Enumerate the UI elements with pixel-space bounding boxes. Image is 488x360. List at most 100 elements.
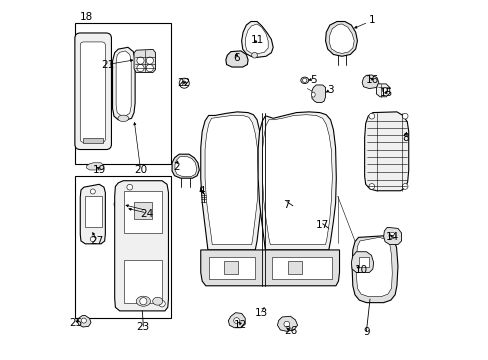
Bar xyxy=(124,191,162,233)
Text: 4: 4 xyxy=(198,186,204,197)
Polygon shape xyxy=(262,115,332,244)
Circle shape xyxy=(126,184,132,190)
Text: 16: 16 xyxy=(366,75,379,85)
Circle shape xyxy=(140,298,147,305)
Circle shape xyxy=(402,113,407,119)
Polygon shape xyxy=(77,316,91,327)
Circle shape xyxy=(284,321,289,327)
Polygon shape xyxy=(311,85,325,103)
Circle shape xyxy=(368,184,374,189)
Text: 2: 2 xyxy=(173,162,179,172)
Text: 17: 17 xyxy=(315,220,328,230)
Polygon shape xyxy=(225,51,247,67)
Text: 7: 7 xyxy=(283,200,289,210)
Polygon shape xyxy=(376,84,389,97)
Polygon shape xyxy=(328,24,353,53)
Text: 8: 8 xyxy=(402,133,408,143)
Text: 22: 22 xyxy=(177,78,190,88)
Bar xyxy=(272,257,331,279)
Circle shape xyxy=(382,88,387,93)
Text: 13: 13 xyxy=(255,308,268,318)
Circle shape xyxy=(251,52,257,58)
Ellipse shape xyxy=(311,92,314,97)
Polygon shape xyxy=(116,51,131,116)
FancyBboxPatch shape xyxy=(75,33,111,149)
Polygon shape xyxy=(134,49,155,72)
Circle shape xyxy=(146,64,153,72)
Text: 9: 9 xyxy=(363,327,369,337)
Text: 26: 26 xyxy=(283,326,296,336)
Polygon shape xyxy=(362,75,378,89)
Text: 27: 27 xyxy=(90,236,103,246)
Polygon shape xyxy=(201,112,262,250)
Ellipse shape xyxy=(200,185,206,193)
Text: 12: 12 xyxy=(234,320,247,330)
Polygon shape xyxy=(364,112,408,191)
Polygon shape xyxy=(172,154,199,178)
Polygon shape xyxy=(325,22,357,56)
Polygon shape xyxy=(80,184,105,244)
Ellipse shape xyxy=(152,297,163,305)
Polygon shape xyxy=(356,237,391,297)
Bar xyxy=(208,257,255,279)
Circle shape xyxy=(81,318,86,323)
Bar xyxy=(124,260,162,303)
Bar xyxy=(75,176,171,318)
Polygon shape xyxy=(258,112,336,250)
Text: 3: 3 xyxy=(326,85,333,95)
Polygon shape xyxy=(383,227,401,244)
Polygon shape xyxy=(201,250,339,286)
Polygon shape xyxy=(115,181,168,311)
Ellipse shape xyxy=(118,115,128,122)
Text: 21: 21 xyxy=(101,60,114,70)
Polygon shape xyxy=(86,163,104,170)
Ellipse shape xyxy=(300,77,308,84)
Circle shape xyxy=(114,200,122,209)
Text: 18: 18 xyxy=(80,12,93,22)
Text: 20: 20 xyxy=(134,165,147,175)
Text: 23: 23 xyxy=(137,322,150,332)
Text: 11: 11 xyxy=(250,35,263,45)
Circle shape xyxy=(302,78,306,82)
Circle shape xyxy=(137,57,144,64)
Polygon shape xyxy=(204,116,258,244)
Bar xyxy=(358,257,368,267)
Polygon shape xyxy=(277,316,297,331)
Text: 25: 25 xyxy=(69,319,82,328)
Text: 5: 5 xyxy=(309,75,316,85)
Polygon shape xyxy=(351,252,373,273)
Circle shape xyxy=(388,232,395,239)
Polygon shape xyxy=(244,24,267,54)
Circle shape xyxy=(402,184,407,189)
Bar xyxy=(134,202,152,220)
Text: 15: 15 xyxy=(379,88,392,98)
Circle shape xyxy=(159,301,165,307)
Circle shape xyxy=(122,206,128,213)
Circle shape xyxy=(90,237,95,242)
FancyBboxPatch shape xyxy=(80,42,105,142)
Polygon shape xyxy=(175,156,196,176)
Text: 1: 1 xyxy=(368,15,374,26)
Circle shape xyxy=(182,81,186,85)
Polygon shape xyxy=(351,235,397,303)
Circle shape xyxy=(146,57,153,64)
Circle shape xyxy=(179,78,189,88)
Bar xyxy=(75,23,171,164)
Ellipse shape xyxy=(136,296,150,306)
Text: 14: 14 xyxy=(385,232,398,242)
Polygon shape xyxy=(112,47,135,120)
Circle shape xyxy=(90,189,95,194)
Bar xyxy=(83,138,102,143)
Text: 19: 19 xyxy=(92,165,106,175)
Polygon shape xyxy=(241,22,273,57)
Text: 6: 6 xyxy=(233,53,240,63)
Bar xyxy=(85,196,102,227)
Polygon shape xyxy=(228,313,244,328)
Text: 24: 24 xyxy=(140,209,153,219)
Circle shape xyxy=(116,202,120,207)
Bar xyxy=(223,261,238,274)
Circle shape xyxy=(233,318,239,323)
Circle shape xyxy=(368,113,374,119)
Text: 10: 10 xyxy=(354,265,367,275)
Bar xyxy=(287,261,301,274)
